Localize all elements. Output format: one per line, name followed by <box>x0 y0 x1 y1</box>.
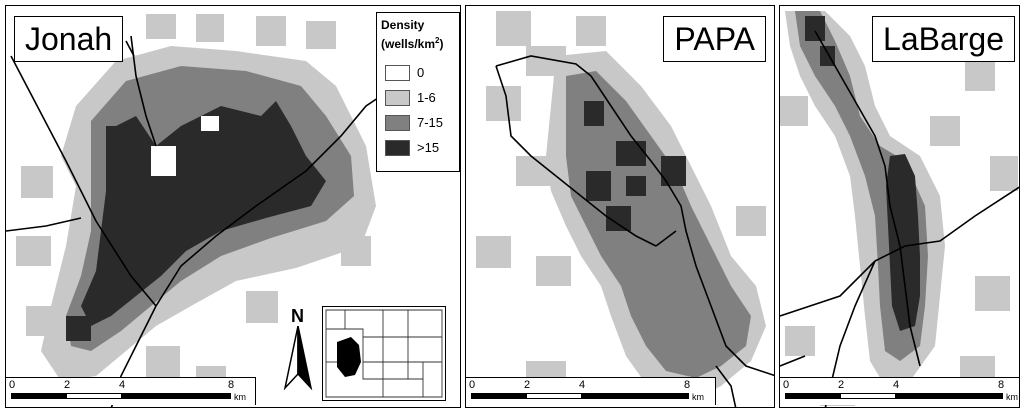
papa-title: PAPA <box>663 16 766 62</box>
wyoming-locator-inset <box>322 306 446 401</box>
scale-tick-2: 2 <box>838 379 845 391</box>
legend-title-line2: (wells/km <box>381 37 436 51</box>
north-label: N <box>291 306 304 326</box>
scale-tick-8: 8 <box>684 379 691 391</box>
papa-high-density-area <box>584 101 686 231</box>
scale-tick-4: 4 <box>579 379 586 391</box>
legend-label-over-15: >15 <box>417 140 440 155</box>
legend-item-0: 0 <box>385 63 457 83</box>
scale-tick-4: 4 <box>893 379 900 391</box>
papa-density-map <box>476 11 774 407</box>
scale-tick-2: 2 <box>524 379 531 391</box>
papa-map-panel: PAPA 0 2 4 8 km <box>465 5 775 408</box>
legend-swatch-1-6 <box>385 90 410 106</box>
scale-tick-8: 8 <box>998 379 1005 391</box>
scale-unit: km <box>692 392 704 402</box>
legend-item-7-15: 7-15 <box>385 113 457 133</box>
jonah-scale-bar: 0 2 4 8 km <box>6 377 256 405</box>
scale-tick-4: 4 <box>119 379 126 391</box>
legend-title-superscript: 2 <box>435 36 440 45</box>
legend-title-line1: Density <box>381 18 425 32</box>
jonah-title: Jonah <box>14 16 124 62</box>
labarge-map-panel: LaBarge 0 2 4 8 km <box>779 5 1020 408</box>
papa-roads <box>495 55 774 407</box>
north-arrow: N <box>281 306 317 396</box>
labarge-title: LaBarge <box>872 16 1015 62</box>
density-legend: Density (wells/km2) 0 1-6 7-15 >15 <box>376 12 460 172</box>
legend-swatch-7-15 <box>385 115 410 131</box>
papa-scale-bar: 0 2 4 8 km <box>466 377 716 405</box>
legend-item-1-6: 1-6 <box>385 88 457 108</box>
sublette-county-highlight <box>337 337 361 377</box>
labarge-scale-bar: 0 2 4 8 km <box>780 377 1019 405</box>
legend-title: Density (wells/km2) <box>381 17 443 52</box>
jonah-map-panel: Jonah Density (wells/km2) 0 1-6 7-15 >15… <box>5 5 461 408</box>
jonah-low-density-gaps <box>151 116 219 176</box>
legend-title-close: ) <box>439 37 444 51</box>
scale-tick-2: 2 <box>64 379 71 391</box>
north-arrow-icon <box>283 326 313 391</box>
legend-label-7-15: 7-15 <box>417 115 444 130</box>
papa-medium-density-area <box>566 71 751 378</box>
scale-tick-0: 0 <box>783 379 790 391</box>
scale-tick-0: 0 <box>9 379 16 391</box>
jonah-high-density-area <box>66 101 326 341</box>
scale-tick-8: 8 <box>228 379 235 391</box>
wyoming-locator-map <box>325 309 443 398</box>
jonah-density-map <box>6 14 460 407</box>
legend-swatch-over-15 <box>385 140 410 156</box>
scale-tick-0: 0 <box>469 379 476 391</box>
legend-label-0: 0 <box>417 65 425 80</box>
scale-unit: km <box>234 392 246 402</box>
legend-item-over-15: >15 <box>385 138 457 158</box>
legend-swatch-0 <box>385 65 410 81</box>
scale-unit: km <box>1006 392 1018 402</box>
labarge-density-map <box>780 11 1019 407</box>
labarge-high-density-area <box>805 16 920 331</box>
legend-label-1-6: 1-6 <box>417 90 436 105</box>
